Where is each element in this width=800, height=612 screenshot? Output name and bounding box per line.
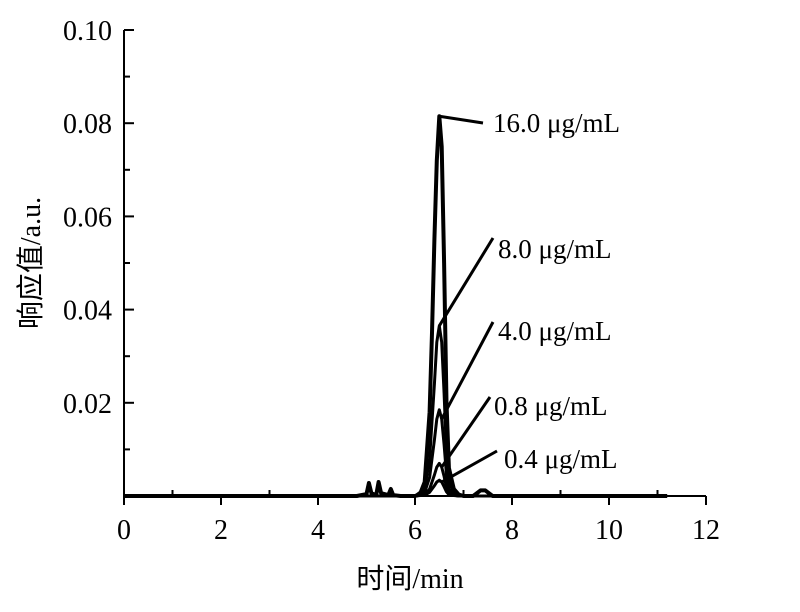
x-tick-label: 2	[214, 515, 228, 546]
annotation-leader-line	[437, 237, 495, 327]
x-tick-label: 0	[117, 515, 131, 546]
axes	[123, 30, 706, 497]
x-tick-label: 10	[595, 515, 623, 546]
series-line-0	[124, 114, 668, 498]
y-tick-label: 0.04	[63, 296, 112, 327]
ticks	[123, 29, 707, 505]
tick-labels: 0 2 4 6 8 10 12 0.02 0.04 0.06 0.08 0.10	[63, 16, 720, 546]
y-tick-label: 0.10	[63, 16, 112, 47]
annotation-leader-line	[439, 114, 484, 125]
annotation-label: 8.0 μg/mL	[498, 234, 611, 264]
annotation-label: 16.0 μg/mL	[493, 108, 620, 138]
x-tick-label: 4	[311, 515, 325, 546]
annotation-label: 0.8 μg/mL	[494, 391, 607, 421]
annotations: 16.0 μg/mL 8.0 μg/mL 4.0 μg/mL 0.8 μg/mL 0.4…	[437, 108, 620, 484]
plot-lines	[124, 114, 668, 498]
x-axis-title: 时间/min	[356, 563, 463, 595]
x-tick-label: 6	[408, 515, 422, 546]
annotation-label: 0.4 μg/mL	[504, 444, 617, 474]
annotation-label: 4.0 μg/mL	[498, 316, 611, 346]
x-tick-label: 8	[505, 515, 519, 546]
y-tick-label: 0.02	[63, 389, 112, 420]
x-tick-label: 12	[692, 515, 720, 546]
y-tick-label: 0.08	[63, 109, 112, 140]
y-axis-title: 响应值/a.u.	[15, 197, 47, 329]
annotation-leader-line	[440, 321, 495, 420]
y-tick-label: 0.06	[63, 202, 112, 233]
annotation-leader-line	[440, 449, 498, 484]
annotation-leader-line	[440, 396, 492, 468]
